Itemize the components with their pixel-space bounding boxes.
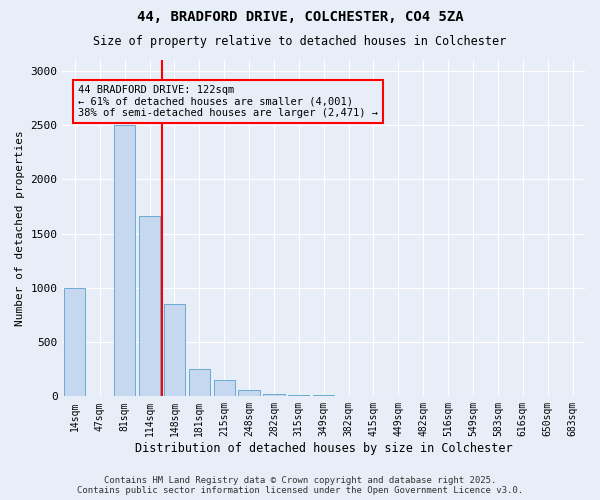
Bar [263, 394, 284, 396]
X-axis label: Distribution of detached houses by size in Colchester: Distribution of detached houses by size … [135, 442, 512, 455]
Bar [139, 216, 160, 396]
Y-axis label: Number of detached properties: Number of detached properties [15, 130, 25, 326]
Text: 44, BRADFORD DRIVE, COLCHESTER, CO4 5ZA: 44, BRADFORD DRIVE, COLCHESTER, CO4 5ZA [137, 10, 463, 24]
Bar [214, 380, 235, 396]
Text: Contains HM Land Registry data © Crown copyright and database right 2025.
Contai: Contains HM Land Registry data © Crown c… [77, 476, 523, 495]
Bar [114, 125, 135, 396]
Bar [288, 395, 310, 396]
Text: 44 BRADFORD DRIVE: 122sqm
← 61% of detached houses are smaller (4,001)
38% of se: 44 BRADFORD DRIVE: 122sqm ← 61% of detac… [78, 85, 378, 118]
Bar [64, 288, 85, 397]
Bar [238, 390, 260, 396]
Bar [164, 304, 185, 396]
Bar [189, 369, 210, 396]
Text: Size of property relative to detached houses in Colchester: Size of property relative to detached ho… [94, 35, 506, 48]
